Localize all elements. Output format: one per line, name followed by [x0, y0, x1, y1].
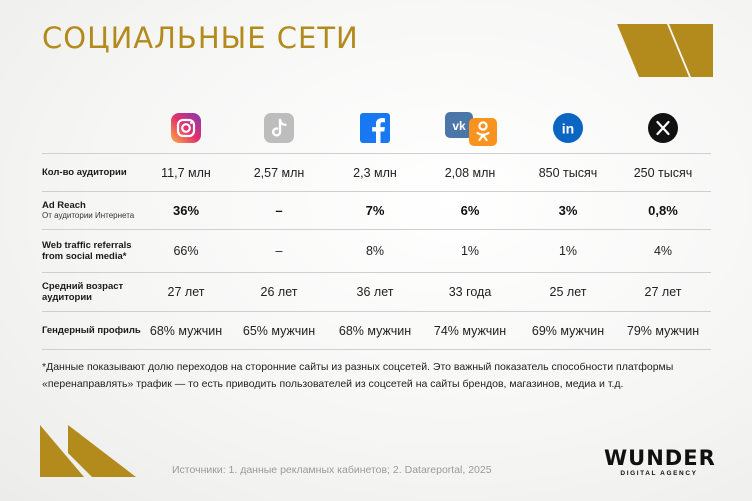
platform-icons-row: vk in	[0, 112, 752, 146]
table-cell: 68% мужчин	[338, 323, 412, 338]
logo-tagline: DIGITAL AGENCY	[620, 470, 698, 477]
table-cell: 7%	[365, 203, 385, 218]
logo-brand: WUNDER	[604, 446, 716, 470]
table-cell: 65% мужчин	[242, 323, 316, 338]
linkedin-icon: in	[552, 112, 584, 144]
sources-note: Источники: 1. данные рекламных кабинетов…	[172, 464, 492, 476]
table-cell: 33 года	[448, 285, 492, 299]
wunder-logo: WUNDER DIGITAL AGENCY	[604, 446, 716, 478]
table-cell: 66%	[173, 244, 199, 258]
row-label: Web traffic referrals from social media*	[42, 240, 132, 262]
table-row-web-traffic: Web traffic referrals from social media*…	[42, 229, 711, 272]
table-row-audience: Кол-во аудитории 11,7 млн 2,57 млн 2,3 м…	[42, 153, 711, 191]
table-cell: 27 лет	[167, 285, 205, 299]
table-cell: 69% мужчин	[531, 323, 605, 338]
footnote: *Данные показывают долю переходов на сто…	[42, 361, 674, 390]
row-label: Средний возраст аудитории	[42, 281, 124, 303]
facebook-icon	[359, 112, 391, 144]
table-cell: 68% мужчин	[149, 323, 223, 338]
vk-ok-icon: vk	[445, 112, 499, 146]
row-label: Кол-во аудитории	[42, 167, 127, 178]
row-label: Ad Reach	[42, 200, 86, 211]
table-cell: 79% мужчин	[626, 323, 700, 338]
social-stats-table: Кол-во аудитории 11,7 млн 2,57 млн 2,3 м…	[42, 153, 711, 350]
table-cell: –	[275, 203, 283, 218]
table-cell: 11,7 млн	[161, 165, 211, 180]
instagram-icon	[170, 112, 202, 144]
table-cell: 26 лет	[260, 285, 298, 299]
table-cell: 36%	[172, 203, 200, 218]
table-cell: 27 лет	[644, 285, 682, 299]
table-cell: 1%	[558, 244, 578, 258]
corner-chevron-decoration	[40, 425, 136, 477]
table-cell: –	[275, 244, 283, 258]
row-label: Гендерный профиль	[42, 325, 141, 336]
table-cell: 2,3 млн	[353, 165, 397, 180]
table-cell: 2,08 млн	[444, 165, 496, 180]
svg-text:vk: vk	[452, 119, 466, 133]
table-cell: 74% мужчин	[433, 323, 507, 338]
table-cell: 250 тысяч	[633, 165, 693, 180]
table-cell: 36 лет	[356, 285, 394, 299]
page-title: СОЦИАЛЬНЫЕ СЕТИ	[42, 21, 359, 55]
svg-text:in: in	[562, 121, 574, 137]
table-cell: 2,57 млн	[253, 165, 305, 180]
table-row-average-age: Средний возраст аудитории 27 лет 26 лет …	[42, 272, 711, 311]
x-icon	[647, 112, 679, 144]
table-row-gender-profile: Гендерный профиль 68% мужчин 65% мужчин …	[42, 311, 711, 350]
table-cell: 0,8%	[648, 203, 678, 218]
table-cell: 6%	[460, 203, 480, 218]
table-cell: 25 лет	[549, 285, 587, 299]
table-cell: 8%	[365, 244, 385, 258]
corner-chevron-decoration	[617, 24, 713, 77]
tiktok-icon	[263, 112, 295, 144]
table-cell: 850 тысяч	[538, 165, 598, 180]
row-sublabel: От аудитории Интернета	[42, 211, 135, 220]
table-row-ad-reach: Ad Reach От аудитории Интернета 36% – 7%…	[42, 191, 711, 229]
table-cell: 3%	[558, 203, 578, 218]
table-cell: 4%	[653, 244, 673, 258]
table-cell: 1%	[460, 244, 480, 258]
